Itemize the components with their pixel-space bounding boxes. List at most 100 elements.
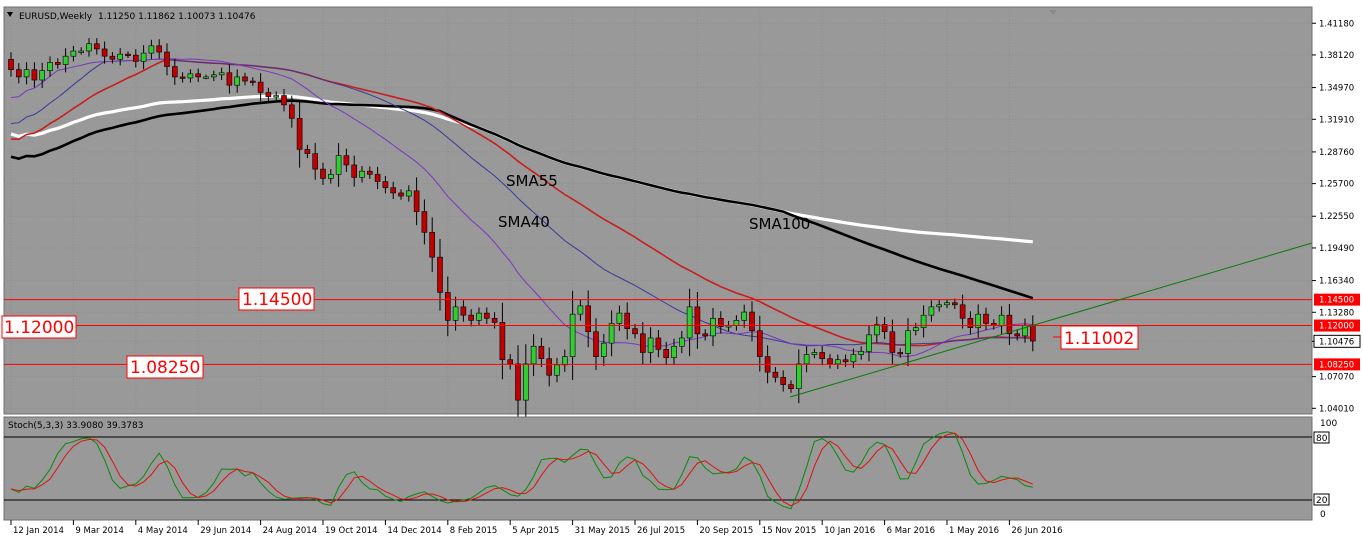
level-tag-label: 1.08250 [1319, 360, 1354, 370]
trend-line[interactable] [789, 242, 1313, 398]
candle-body [756, 330, 763, 357]
time-tick-label: 31 May 2015 [575, 526, 630, 536]
stoch-scale-100: 100 [1320, 419, 1337, 429]
shift-marker-icon[interactable] [1049, 10, 1057, 15]
candle-body [452, 306, 459, 321]
price-tick-label: 1.13280 [1319, 308, 1354, 318]
candle-body [795, 363, 802, 390]
sma40-line [10, 58, 1033, 347]
level-tag-label: 1.12000 [1319, 322, 1354, 332]
candle-body [749, 311, 755, 332]
candle-body [47, 62, 53, 71]
level-tag [1314, 293, 1360, 306]
price-tick-label: 1.10476 [1319, 337, 1354, 347]
candle-body [912, 327, 919, 332]
candle-body [109, 55, 116, 60]
candle-body [398, 192, 404, 197]
time-tick-label: 29 Jun 2014 [200, 526, 251, 536]
time-tick-label: 6 Mar 2016 [887, 526, 935, 536]
candle-body [873, 324, 880, 336]
candle-body [569, 313, 576, 357]
candle-body [382, 181, 389, 189]
level-tag-label: 1.14500 [1319, 296, 1354, 306]
candle-body [429, 232, 436, 258]
time-tick-label: 24 Aug 2014 [263, 526, 317, 536]
candle-body [959, 304, 966, 319]
candle-body [78, 50, 84, 53]
candle-body [515, 363, 521, 401]
stoch-tag-80 [1313, 431, 1330, 444]
candle-body [351, 164, 358, 178]
candle-body [483, 312, 490, 319]
candle-body [803, 354, 810, 365]
candle-body [15, 69, 22, 78]
candle-body [842, 359, 849, 363]
candle-body [62, 55, 69, 65]
stochastic-panel-background [3, 416, 1313, 521]
candle-body [312, 153, 319, 170]
candle-body [975, 313, 982, 328]
candle-body [172, 66, 178, 78]
candle-body [405, 190, 412, 197]
candle-body [639, 333, 646, 353]
candle-body [530, 345, 537, 365]
candle-body [320, 168, 326, 179]
candle-body [522, 363, 529, 401]
price-tick-label: 1.38120 [1319, 51, 1354, 61]
candle-body [671, 345, 677, 358]
time-tick-label: 26 Jun 2016 [1011, 526, 1062, 536]
candle-body [554, 364, 560, 376]
candle-body [366, 170, 373, 175]
price-tick-label: 1.19490 [1319, 244, 1354, 254]
sma55-annotation: SMA55 [506, 172, 558, 190]
candle-body [788, 384, 794, 390]
candle-body [920, 314, 927, 328]
candle-body [944, 302, 950, 306]
candle-body [70, 50, 77, 57]
stoch-scale-80: 80 [1316, 434, 1328, 444]
sma100-annotation: SMA100 [749, 215, 810, 233]
candle-body [133, 54, 139, 62]
level-1450-box [238, 287, 315, 311]
candle-body [226, 72, 233, 86]
price-tick-label: 1.34970 [1319, 84, 1354, 94]
candle-body [117, 53, 123, 60]
candle-body [507, 359, 514, 365]
level-1200-box [1, 315, 77, 339]
candle-body [850, 354, 857, 363]
sma100-line [10, 99, 1034, 300]
level-1450-text: 1.14500 [242, 290, 312, 310]
level-1100-text: 1.11002 [1064, 329, 1134, 349]
candle-body [281, 95, 287, 106]
candle-body [780, 377, 787, 385]
time-tick-label: 19 Oct 2014 [325, 526, 378, 536]
candle-body [8, 59, 14, 70]
level-tag [1314, 358, 1360, 371]
candle-body [203, 76, 209, 79]
price-tick-label: 1.07070 [1319, 373, 1354, 383]
candle-body [686, 306, 693, 339]
candle-body [663, 349, 670, 358]
candle-body [390, 187, 397, 194]
candle-body [616, 312, 623, 324]
candle-body [827, 358, 833, 365]
price-tick-label: 1.41180 [1319, 19, 1354, 29]
candle-body [444, 292, 451, 321]
price-tick-label: 1.31910 [1319, 115, 1354, 125]
candle-body [335, 155, 342, 175]
candle-body [546, 358, 553, 376]
candle-body [265, 92, 272, 97]
candlestick-series [8, 38, 1036, 420]
candle-body [967, 317, 974, 328]
candle-body [1006, 314, 1013, 335]
candle-body [242, 76, 248, 82]
candle-body [179, 76, 186, 79]
sma40-annotation: SMA40 [498, 213, 550, 231]
candle-body [905, 330, 911, 354]
candle-body [195, 73, 201, 78]
candle-body [374, 173, 381, 182]
menu-triangle-icon[interactable] [7, 12, 13, 17]
candle-body [164, 51, 170, 67]
